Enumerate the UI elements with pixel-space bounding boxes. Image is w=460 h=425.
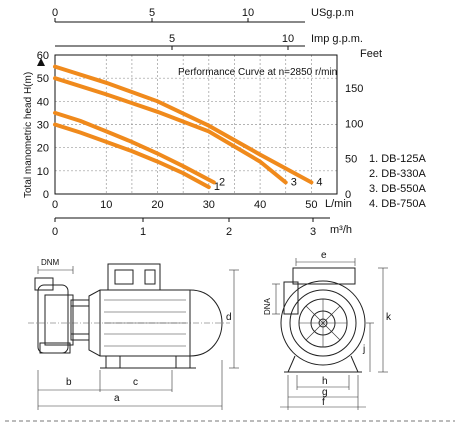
left-tick-label: 0 <box>43 189 49 201</box>
left-tick-label: 40 <box>37 96 49 108</box>
left-tick-label: 10 <box>37 166 49 178</box>
usgpm-tick-5: 5 <box>149 7 155 19</box>
usgpm-tick-10: 10 <box>242 7 254 19</box>
right-axis-label: Feet <box>360 48 382 60</box>
legend-item-3: 3. DB-550A <box>369 183 427 195</box>
x-tick-label: 10 <box>100 199 112 211</box>
impgpm-axis-label: Imp g.p.m. <box>311 33 363 45</box>
dim-e-label: e <box>321 250 327 261</box>
legend-item-1: 1. DB-125A <box>369 153 427 165</box>
left-tick-label: 20 <box>37 143 49 155</box>
dim-k-label: k <box>386 312 392 323</box>
right-tick-labels: 0 50 100 150 <box>345 83 363 201</box>
series-line-4 <box>53 64 314 185</box>
m3h-tick-0: 0 <box>52 226 58 238</box>
series-marker-1: 1 <box>214 181 220 193</box>
right-tick-label: 50 <box>345 154 357 166</box>
series-line-1 <box>53 122 211 190</box>
x-tick-label: 20 <box>151 199 163 211</box>
left-tick-label: 50 <box>37 73 49 85</box>
x-tick-label: 30 <box>203 199 215 211</box>
dim-j-label: j <box>362 344 365 355</box>
right-tick-label: 0 <box>345 189 351 201</box>
legend-item-4: 4. DB-750A <box>369 198 427 210</box>
dim-d-label: d <box>226 312 232 323</box>
right-tick-label: 150 <box>345 83 363 95</box>
left-tick-labels: 0 10 20 30 40 50 60 <box>37 50 49 201</box>
x-tick-label: 0 <box>52 199 58 211</box>
dim-b-label: b <box>66 377 72 388</box>
legend-item-2: 2. DB-330A <box>369 168 427 180</box>
y-axis-arrow-icon <box>37 58 45 66</box>
legend: 1. DB-125A 2. DB-330A 3. DB-550A 4. DB-7… <box>369 153 427 210</box>
series-line-3 <box>53 76 288 185</box>
dim-dna-label: DNA <box>263 297 272 315</box>
top-impgpm-axis: 5 10 Imp g.p.m. <box>55 33 363 50</box>
left-tick-label: 30 <box>37 120 49 132</box>
x-axis-label: L/min <box>325 198 352 210</box>
pump-side-view-drawing: DNM d <box>28 258 239 410</box>
dim-g-label: g <box>322 387 328 398</box>
usgpm-axis-label: USg.p.m <box>311 7 354 19</box>
x-tick-label: 40 <box>254 199 266 211</box>
impgpm-tick-10: 10 <box>282 33 294 45</box>
usgpm-tick-0: 0 <box>52 7 58 19</box>
x-tick-labels: 0 10 20 30 40 50 <box>52 199 318 211</box>
m3h-axis-label: m³/h <box>330 224 352 236</box>
series-marker-4: 4 <box>316 176 322 188</box>
m3h-tick-2: 2 <box>226 226 232 238</box>
dim-a-label: a <box>114 393 120 404</box>
bottom-m3h-axis: 0 1 2 3 m³/h <box>52 217 352 238</box>
series-line-2 <box>53 110 216 185</box>
impgpm-tick-5: 5 <box>169 33 175 45</box>
pump-front-view-drawing: e DNA k j h <box>263 250 392 410</box>
dim-h-label: h <box>322 376 328 387</box>
m3h-tick-1: 1 <box>140 226 146 238</box>
chart-title: Performance Curve at n=2850 r/min <box>178 67 337 78</box>
y-axis-label: Total manometric head H(m) <box>23 72 34 198</box>
left-tick-label: 60 <box>37 50 49 62</box>
dim-c-label: c <box>133 377 138 388</box>
series-marker-2: 2 <box>219 176 225 188</box>
dim-f-label: f <box>322 397 325 408</box>
top-usgpm-axis: 0 5 10 USg.p.m <box>52 7 354 23</box>
dnm-label: DNM <box>41 258 60 267</box>
m3h-tick-3: 3 <box>310 226 316 238</box>
series-marker-3: 3 <box>291 176 297 188</box>
x-tick-label: 50 <box>305 199 317 211</box>
right-tick-label: 100 <box>345 118 363 130</box>
